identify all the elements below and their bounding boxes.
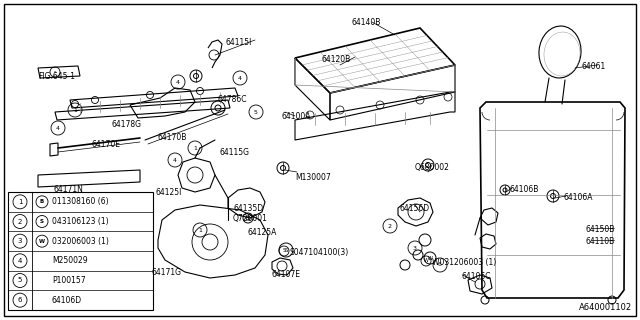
Text: 64106D: 64106D [52,296,82,305]
Text: 011308160 (6): 011308160 (6) [52,197,109,206]
Text: 64115I: 64115I [225,38,252,47]
Text: 2: 2 [388,223,392,228]
Text: Q680002: Q680002 [415,163,450,172]
Text: 64115G: 64115G [220,148,250,157]
Text: 64125I: 64125I [155,188,181,197]
Text: 64120B: 64120B [322,55,351,64]
Text: B: B [40,199,44,204]
Text: 64110B: 64110B [585,237,614,246]
Text: 64100A: 64100A [282,112,312,121]
Text: 64150B: 64150B [585,225,614,234]
Text: 64786C: 64786C [218,95,248,104]
Text: M130007: M130007 [295,173,331,182]
Text: 1: 1 [198,228,202,233]
Text: 6: 6 [438,262,442,268]
Text: Q720001: Q720001 [233,214,268,223]
Text: W: W [424,259,428,263]
Text: 64140B: 64140B [352,18,381,27]
Text: 64170E: 64170E [92,140,121,149]
Text: S: S [282,249,285,253]
Text: M250029: M250029 [52,256,88,265]
FancyBboxPatch shape [8,192,153,310]
Text: 4: 4 [176,79,180,84]
Text: 64171N: 64171N [53,185,83,194]
Text: 64125A: 64125A [248,228,277,237]
Text: 6: 6 [18,297,22,303]
Text: A640001102: A640001102 [579,303,632,312]
Text: FIG.645-1: FIG.645-1 [38,72,75,81]
Text: 1: 1 [193,146,197,150]
Text: x: x [54,70,56,74]
Text: S: S [40,219,44,224]
Text: 3: 3 [18,238,22,244]
Text: W031206003 (1): W031206003 (1) [432,258,496,267]
Text: 64178G: 64178G [112,120,142,129]
Text: 64170B: 64170B [158,133,188,142]
Text: 5: 5 [254,109,258,115]
Text: 64061: 64061 [582,62,606,71]
Text: 5: 5 [18,277,22,284]
Text: 4: 4 [238,76,242,81]
Text: 64106A: 64106A [564,193,593,202]
Text: 1: 1 [73,108,77,113]
Text: 4: 4 [173,157,177,163]
Text: 64107E: 64107E [272,270,301,279]
Text: 64156D: 64156D [400,204,430,213]
Text: 64106C: 64106C [461,272,490,281]
Text: 4: 4 [56,125,60,131]
Text: 4: 4 [18,258,22,264]
Text: 043106123 (1): 043106123 (1) [52,217,109,226]
Text: S047104100(3): S047104100(3) [290,248,349,257]
Text: 64135D: 64135D [233,204,263,213]
Text: P100157: P100157 [52,276,86,285]
Text: S: S [284,247,288,252]
Text: W: W [428,255,433,260]
Text: 64171G: 64171G [152,268,182,277]
Text: 3: 3 [413,245,417,251]
Text: 1: 1 [18,199,22,205]
Text: 2: 2 [18,219,22,225]
Text: 032006003 (1): 032006003 (1) [52,237,109,246]
Polygon shape [38,66,80,78]
Text: W: W [39,239,45,244]
Text: 64106B: 64106B [510,185,540,194]
